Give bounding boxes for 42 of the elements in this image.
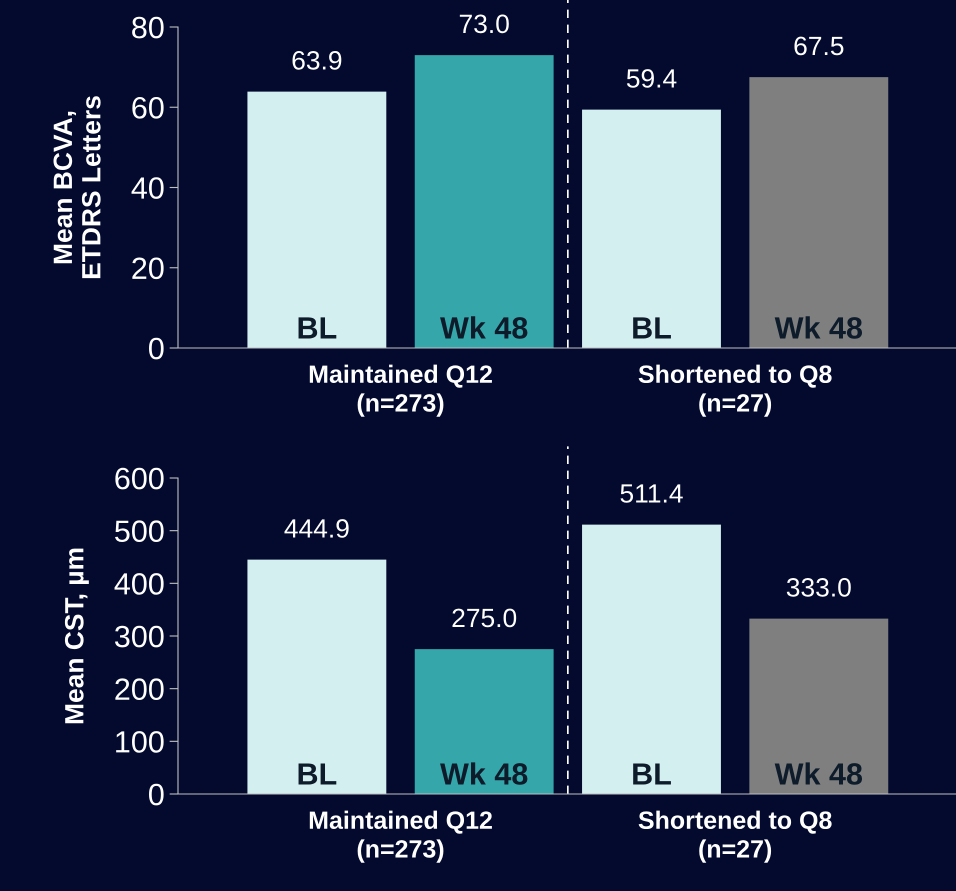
bar [247, 560, 386, 794]
x-tick-label: BL [633, 763, 671, 784]
y-tick-label: 500 [115, 520, 164, 542]
bar [247, 92, 386, 348]
text: Maintained Q12 (n=273) [310, 810, 492, 863]
data-label: 511.4 [620, 484, 683, 503]
x-tick-label: BL [633, 317, 671, 338]
data-label: 73.0 [460, 14, 509, 34]
y-tick-label: 80 [132, 16, 164, 38]
text: Shortened to Q8 (n=27) [638, 364, 832, 417]
bar [749, 618, 888, 794]
data-label: 67.5 [794, 36, 844, 56]
y-tick-label: 400 [114, 573, 164, 595]
x-tick-label: BL [298, 317, 336, 338]
x-tick-label: BL [298, 763, 336, 784]
text: Maintained Q12 (n=273) [310, 364, 492, 417]
bar [414, 649, 554, 794]
x-tick-label: Wk 48 [774, 762, 862, 785]
y-tick-label: 0 [149, 338, 164, 360]
x-tick-label: Wk 48 [440, 316, 528, 339]
bar [749, 77, 888, 348]
data-label: 444.9 [284, 519, 349, 538]
x-tick-label: Wk 48 [774, 316, 862, 339]
data-label: 275.0 [452, 608, 516, 628]
y-tick-label: 40 [132, 177, 164, 199]
bar [582, 524, 721, 794]
y-tick-label: 200 [115, 678, 164, 700]
y-tick-label: 20 [132, 257, 164, 280]
y-axis-title: Mean CST, µm [64, 548, 89, 724]
text: Shortened to Q8 (n=27) [638, 810, 832, 863]
bar [414, 55, 554, 348]
y-axis-title: Mean BCVA, ETDRS Letters [53, 96, 101, 278]
y-tick-label: 100 [116, 731, 164, 753]
data-label: 63.9 [292, 51, 342, 70]
data-label: 333.0 [786, 578, 851, 597]
y-tick-label: 300 [114, 626, 164, 648]
x-tick-label: Wk 48 [440, 762, 528, 785]
y-tick-label: 600 [115, 468, 164, 490]
bar [582, 110, 721, 348]
y-tick-label: 60 [132, 96, 164, 119]
data-label: 59.4 [626, 69, 676, 88]
y-tick-label: 0 [149, 784, 164, 806]
